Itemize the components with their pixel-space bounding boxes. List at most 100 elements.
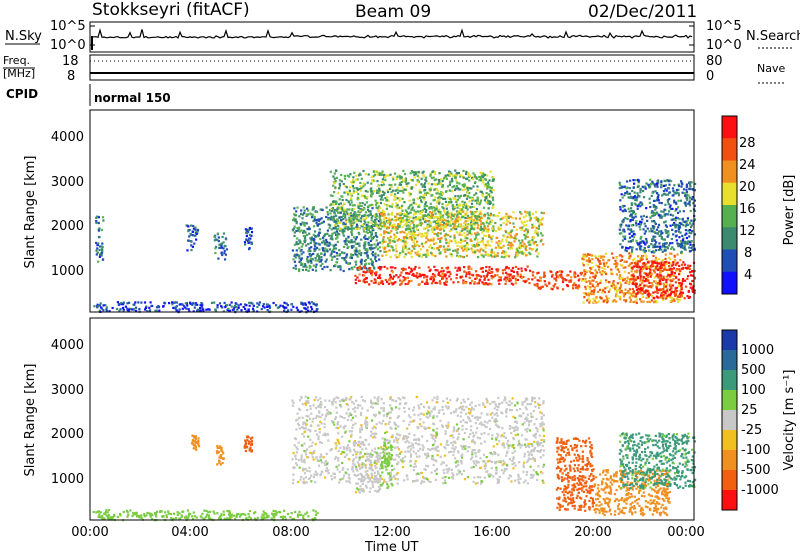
power-cell	[454, 195, 456, 197]
power-cell	[329, 212, 331, 214]
power-cell	[451, 178, 453, 180]
power-cell	[492, 199, 494, 201]
power-cell	[677, 206, 679, 208]
power-cell	[424, 186, 426, 188]
power-cell	[329, 227, 331, 229]
power-cell	[422, 172, 424, 174]
power-cell	[322, 209, 324, 211]
power-cell	[621, 187, 623, 189]
power-cell	[690, 220, 692, 222]
power-cell	[418, 232, 420, 234]
power-cell	[223, 252, 225, 254]
power-cell	[336, 255, 338, 257]
power-cell	[246, 232, 248, 234]
power-cell	[302, 251, 304, 253]
power-cell	[635, 179, 637, 181]
power-cell	[201, 307, 203, 309]
power-cell	[360, 190, 362, 192]
power-cell	[495, 247, 497, 249]
power-cell	[689, 244, 691, 246]
power-cell	[466, 250, 468, 252]
power-cell	[287, 309, 289, 311]
power-cell	[583, 258, 585, 260]
power-cell	[302, 232, 304, 234]
power-cell	[446, 208, 448, 210]
power-cell	[465, 272, 467, 274]
power-cell	[305, 244, 307, 246]
power-cell	[533, 242, 535, 244]
power-cell	[679, 270, 681, 272]
power-cell	[643, 276, 645, 278]
power-cell	[456, 245, 458, 247]
power-cell	[440, 237, 442, 239]
power-cell	[406, 185, 408, 187]
power-cell	[536, 255, 538, 257]
power-cell	[350, 181, 352, 183]
power-cell	[679, 232, 681, 234]
power-cell	[355, 220, 357, 222]
power-cell	[638, 195, 640, 197]
power-cell	[531, 278, 533, 280]
power-cell	[622, 236, 624, 238]
power-cell	[492, 207, 494, 209]
power-cell	[463, 232, 465, 234]
power-cell	[377, 254, 379, 256]
power-cell	[419, 219, 421, 221]
velocity-cell	[304, 513, 306, 515]
power-cell	[97, 242, 99, 244]
power-cell	[657, 180, 659, 182]
power-cell	[643, 242, 645, 244]
power-cell	[466, 198, 468, 200]
power-cell	[383, 236, 385, 238]
power-cell	[335, 226, 337, 228]
power-cell	[393, 195, 395, 197]
power-cell	[634, 199, 636, 201]
power-cell	[625, 224, 627, 226]
power-cell	[537, 218, 539, 220]
power-cell	[369, 231, 371, 233]
power-cell	[425, 256, 427, 258]
power-cell	[345, 238, 347, 240]
power-cell	[656, 229, 658, 231]
power-cell	[691, 224, 693, 226]
power-cell	[653, 200, 655, 202]
power-cell	[292, 258, 294, 260]
power-cell	[298, 257, 300, 259]
power-cell	[463, 266, 465, 268]
power-cell	[452, 208, 454, 210]
power-cell	[465, 171, 467, 173]
power-cell	[321, 268, 323, 270]
power-cell	[378, 267, 380, 269]
power-cell	[482, 181, 484, 183]
power-cell	[556, 286, 558, 288]
power-cell	[390, 186, 392, 188]
velocity-cell	[177, 511, 179, 513]
power-cell	[459, 174, 461, 176]
power-cell	[389, 242, 391, 244]
power-cell	[411, 256, 413, 258]
power-cell	[423, 228, 425, 230]
power-cell	[475, 270, 477, 272]
power-cell	[349, 204, 351, 206]
power-cell	[450, 225, 452, 227]
power-cell	[525, 224, 527, 226]
power-cell	[448, 197, 450, 199]
power-cell	[471, 225, 473, 227]
power-cell	[605, 253, 607, 255]
power-cell	[616, 263, 618, 265]
power-cell	[527, 231, 529, 233]
power-cell	[301, 257, 303, 259]
power-cell	[452, 281, 454, 283]
power-cell	[354, 241, 356, 243]
power-cell	[201, 305, 203, 307]
power-cell	[392, 283, 394, 285]
power-cell	[452, 223, 454, 225]
power-cell	[448, 275, 450, 277]
power-cell	[220, 305, 222, 307]
power-cell	[359, 210, 361, 212]
power-cell	[559, 274, 561, 276]
power-cell	[484, 215, 486, 217]
power-cell	[532, 213, 534, 215]
power-cell	[356, 236, 358, 238]
power-cell	[578, 279, 580, 281]
